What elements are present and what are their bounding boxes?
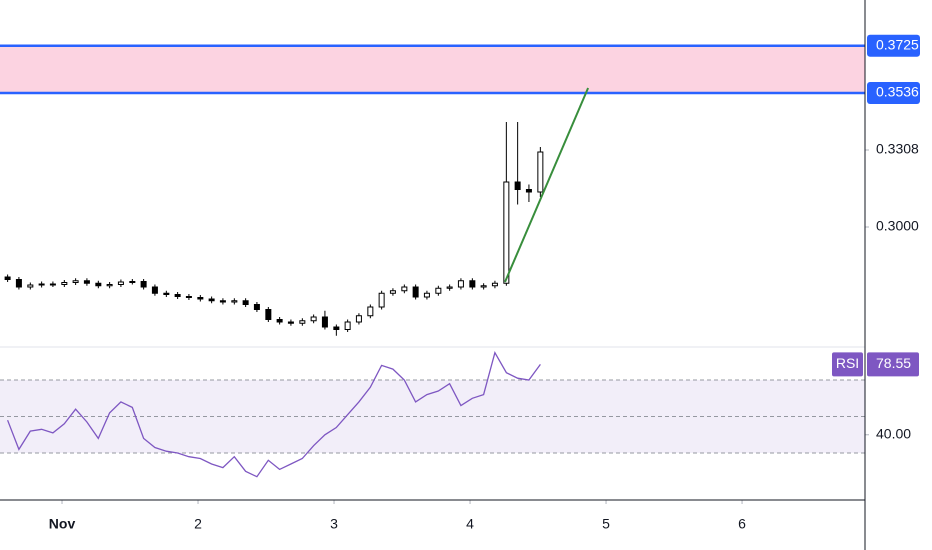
candle-body — [457, 280, 464, 288]
candle-body — [231, 300, 238, 303]
rsi-value-badge — [867, 352, 919, 377]
zone-price-label: 0.3725 — [876, 36, 919, 52]
candle-body — [174, 294, 181, 297]
candle-body — [503, 181, 510, 284]
x-tick-label: 4 — [466, 516, 474, 532]
candle-body — [95, 282, 102, 287]
candle-body — [401, 286, 408, 292]
candle-body — [163, 292, 170, 295]
x-tick-label: 2 — [194, 516, 202, 532]
candle-body — [253, 304, 260, 310]
rsi-value-label: 78.55 — [876, 355, 911, 371]
candle-body — [287, 321, 294, 324]
x-tick-label: Nov — [49, 516, 76, 532]
candle-body — [83, 280, 90, 284]
candle-body — [423, 292, 430, 298]
candle-body — [480, 285, 487, 288]
candle-body — [185, 296, 192, 298]
rsi-line — [6, 351, 541, 478]
candle-body — [446, 286, 453, 289]
candle-body — [355, 315, 362, 323]
candle-body — [219, 300, 226, 303]
rsi-name: RSI — [836, 355, 859, 371]
zone-price-badge — [867, 34, 920, 57]
candle-body — [72, 280, 79, 283]
time-axis: Nov 2 3 4 5 6 — [49, 500, 746, 532]
candle-body — [4, 276, 11, 280]
trendline — [504, 87, 590, 283]
candle-body — [299, 320, 306, 324]
candle-body — [276, 319, 283, 323]
zone-price-badge — [867, 82, 920, 104]
candle-body — [412, 286, 419, 298]
candle-body — [469, 280, 476, 288]
candle-body — [525, 189, 532, 193]
candle-body — [435, 287, 442, 294]
candle-body — [537, 151, 544, 193]
y-tick-label: 0.3000 — [876, 218, 919, 234]
candle-body — [140, 281, 147, 288]
candle-body — [310, 316, 317, 322]
candle-body — [197, 297, 204, 300]
candle-body — [15, 279, 22, 288]
candle-body — [129, 281, 136, 283]
candle-body — [117, 281, 124, 285]
rsi-name-badge — [832, 352, 863, 377]
candle-body — [61, 282, 68, 285]
candle-body — [378, 292, 385, 308]
rsi-tick-label: 40.00 — [876, 425, 911, 441]
candle-body — [242, 300, 249, 305]
zone-price-label: 0.3536 — [876, 84, 919, 100]
y-tick-label: 0.3308 — [876, 141, 919, 157]
resistance-zone — [0, 45, 865, 93]
candle-body — [367, 306, 374, 317]
x-tick-label: 6 — [738, 516, 746, 532]
candle-body — [333, 326, 340, 330]
x-tick-label: 5 — [602, 516, 610, 532]
candle-body — [151, 286, 158, 294]
rsi-panel: 40.00 RSI 78.55 — [0, 345, 932, 500]
candle-body — [38, 283, 45, 286]
candle-body — [389, 290, 396, 294]
candle-body — [321, 316, 328, 328]
candle-body — [49, 283, 56, 286]
x-tick-label: 3 — [330, 516, 338, 532]
candle-body — [106, 284, 113, 287]
candle-body — [514, 181, 521, 190]
candle-body — [27, 284, 34, 288]
candle-body — [208, 298, 215, 302]
candle-body — [344, 321, 351, 330]
candle-body — [265, 309, 272, 320]
candle-body — [491, 282, 498, 287]
rsi-background — [0, 345, 932, 500]
